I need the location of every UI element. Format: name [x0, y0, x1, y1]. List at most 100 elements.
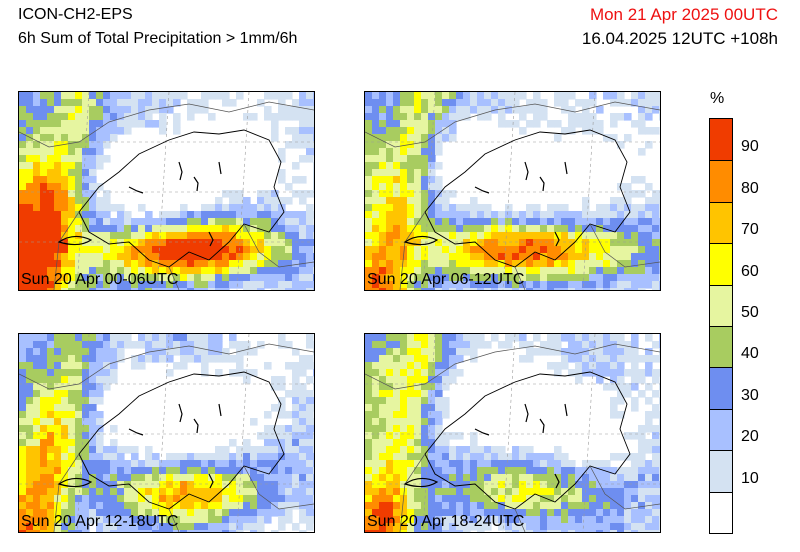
precip-cell [187, 474, 195, 482]
precip-cell [215, 288, 223, 290]
precip-cell [145, 260, 153, 268]
valid-time: Mon 21 Apr 2025 00UTC [589, 5, 778, 24]
precip-cell [222, 488, 230, 496]
precip-cell [299, 239, 307, 247]
precip-cell [421, 232, 429, 240]
precip-cell [159, 481, 167, 489]
precip-cell [435, 246, 443, 254]
precip-cell [575, 348, 583, 356]
precip-cell [68, 162, 76, 170]
precip-cell [491, 281, 499, 289]
precip-cell [271, 460, 279, 468]
precip-cell [243, 495, 251, 503]
precip-cell [40, 502, 48, 510]
precip-cell [435, 453, 443, 461]
precip-cell [575, 467, 583, 475]
precip-cell [68, 355, 76, 363]
precip-cell [124, 232, 132, 240]
precip-cell [512, 334, 520, 342]
precip-cell [173, 488, 181, 496]
precip-cell [400, 92, 408, 100]
precip-cell [498, 239, 506, 247]
precip-cell [82, 197, 90, 205]
precip-cell [124, 446, 132, 454]
precip-cell [421, 481, 429, 489]
precip-cell [173, 246, 181, 254]
precip-cell [40, 446, 48, 454]
precip-cell [519, 218, 527, 226]
precip-cell [533, 92, 541, 100]
precip-cell [442, 411, 450, 419]
precip-cell [19, 218, 27, 226]
precip-cell [82, 348, 90, 356]
precip-cell [372, 467, 380, 475]
precip-cell [33, 530, 41, 532]
precip-cell [194, 218, 202, 226]
precip-cell [250, 523, 258, 531]
precip-cell [638, 106, 646, 114]
precip-cell [400, 467, 408, 475]
precip-cell [505, 232, 513, 240]
precip-cell [110, 218, 118, 226]
precip-cell [68, 404, 76, 412]
precip-cell [659, 288, 660, 290]
precip-cell [96, 397, 104, 405]
precip-cell [372, 362, 380, 370]
precip-cell [603, 92, 611, 100]
precip-cell [386, 225, 394, 233]
precip-cell [372, 211, 380, 219]
precip-cell [96, 267, 104, 275]
precip-cell [372, 355, 380, 363]
precip-cell [624, 341, 632, 349]
precip-cell [456, 260, 464, 268]
precip-cell [194, 460, 202, 468]
precip-cell [236, 348, 244, 356]
precip-cell [40, 460, 48, 468]
precip-cell [428, 246, 436, 254]
precip-cell [617, 211, 625, 219]
precip-cell [463, 334, 471, 342]
precip-cell [299, 425, 307, 433]
region-border [243, 223, 314, 268]
precip-cell [89, 495, 97, 503]
precip-cell [393, 274, 401, 282]
precip-cell [533, 246, 541, 254]
precip-cell [124, 495, 132, 503]
precip-cell [512, 267, 520, 275]
precip-cell [96, 246, 104, 254]
precip-cell [292, 246, 300, 254]
precip-cell [145, 253, 153, 261]
precip-cell [491, 288, 499, 290]
precip-cell [400, 439, 408, 447]
precip-cell [61, 197, 69, 205]
precip-cell [617, 267, 625, 275]
precip-cell [82, 404, 90, 412]
precip-cell [117, 246, 125, 254]
precip-cell [512, 120, 520, 128]
precip-cell [505, 502, 513, 510]
precip-cell [470, 239, 478, 247]
precip-cell [75, 376, 83, 384]
precip-cell [152, 232, 160, 240]
precip-cell [554, 502, 562, 510]
precip-cell [68, 348, 76, 356]
precip-cell [379, 481, 387, 489]
precip-cell [40, 334, 48, 342]
precip-cell [89, 397, 97, 405]
precip-cell [264, 239, 272, 247]
precip-cell [575, 225, 583, 233]
precip-cell [463, 502, 471, 510]
precip-cell [264, 425, 272, 433]
precip-cell [575, 362, 583, 370]
precip-cell [603, 225, 611, 233]
precip-cell [638, 120, 646, 128]
precip-cell [512, 453, 520, 461]
precip-cell [365, 267, 373, 275]
precip-cell [19, 495, 27, 503]
precip-cell [285, 411, 293, 419]
precip-cell [505, 267, 513, 275]
precip-cell [145, 488, 153, 496]
precip-cell [610, 92, 618, 100]
precip-cell [110, 267, 118, 275]
precip-cell [54, 404, 62, 412]
